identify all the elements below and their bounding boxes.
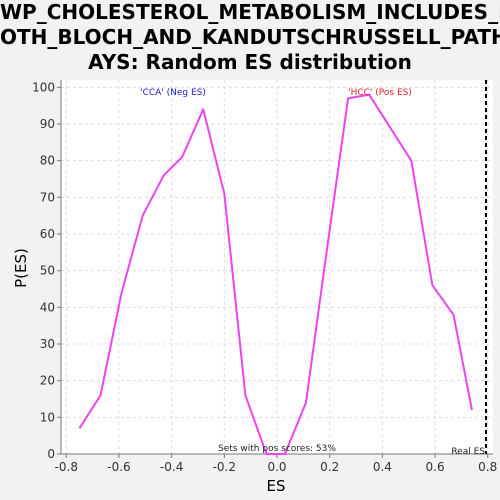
y-tick-label: 30 [40, 337, 55, 351]
neg-es-label: 'CCA' (Neg ES) [140, 88, 206, 98]
x-tick-label: 0.6 [426, 460, 445, 474]
x-tick-label: 0.4 [373, 460, 392, 474]
y-tick-label: 80 [40, 154, 55, 168]
y-tick-label: 60 [40, 227, 55, 241]
es-distribution-line [78, 93, 473, 455]
y-tick-label: 10 [40, 410, 55, 424]
y-tick-label: 40 [40, 300, 55, 314]
x-tick-label: -0.8 [55, 460, 78, 474]
x-tick-label: 0.2 [320, 460, 339, 474]
chart-title-line-1: WP_CHOLESTEROL_METABOLISM_INCLUDES_B [0, 0, 500, 24]
y-tick-label: 50 [40, 264, 55, 278]
axes: 0 10 20 30 40 50 60 70 80 90 100 -0.8 -0.6 -0.4 -0.2 0.… [32, 80, 497, 474]
x-tick-label: 0.0 [267, 460, 286, 474]
pos-es-label: 'HCC' (Pos ES) [348, 88, 412, 98]
annotation-layer: 'CCA' (Neg ES) 'HCC' (Pos ES) Sets with po… [140, 80, 487, 457]
chart-title: WP_CHOLESTEROL_METABOLISM_INCLUDES_B OTH… [0, 0, 500, 75]
x-tick-label: -0.2 [213, 460, 236, 474]
y-tick-label: 100 [32, 80, 55, 94]
x-tick-label: -0.6 [107, 460, 130, 474]
y-axis-label: P(ES) [12, 248, 30, 288]
series-layer [78, 93, 473, 455]
y-tick-label: 90 [40, 117, 55, 131]
y-tick-label: 0 [47, 447, 55, 461]
pos-score-footer: Sets with pos scores: 53% [218, 444, 336, 454]
chart-title-line-3: AYS: Random ES distribution [88, 50, 412, 74]
x-tick-label: -0.4 [160, 460, 183, 474]
real-es-label: Real ES [451, 447, 485, 457]
y-tick-label: 20 [40, 374, 55, 388]
x-axis-label: ES [267, 477, 286, 495]
y-tick-label: 70 [40, 190, 55, 204]
x-tick-label: 0.8 [478, 460, 497, 474]
chart-title-line-2: OTH_BLOCH_AND_KANDUTSCHRUSSELL_PATHW [0, 25, 500, 49]
